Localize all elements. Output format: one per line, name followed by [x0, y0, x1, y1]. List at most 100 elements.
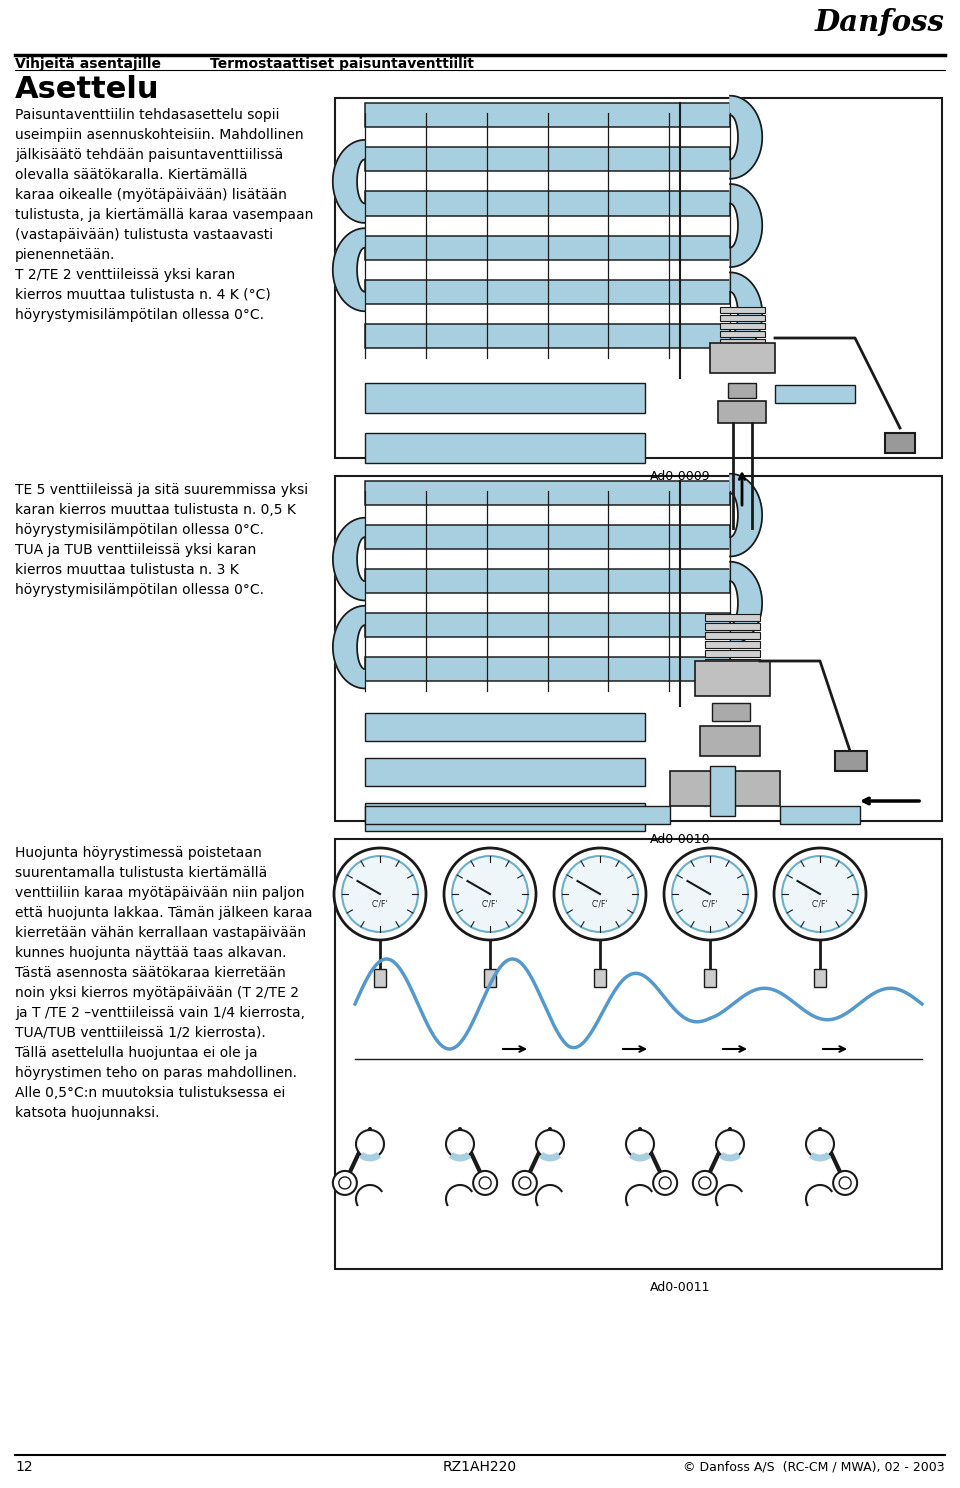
Text: Ad0-0009: Ad0-0009 — [650, 470, 710, 484]
Text: Vihjeitä asentajille: Vihjeitä asentajille — [15, 57, 161, 71]
Text: RZ1AH220: RZ1AH220 — [443, 1460, 517, 1475]
Circle shape — [716, 1129, 744, 1158]
Circle shape — [626, 1129, 654, 1158]
Bar — [718, 400, 766, 423]
Text: Tästä asennosta säätökaraa kierretään: Tästä asennosta säätökaraa kierretään — [15, 966, 286, 981]
Text: ja T /TE 2 –venttiileissä vain 1/4 kierrosta,: ja T /TE 2 –venttiileissä vain 1/4 kierr… — [15, 1006, 305, 1019]
Text: höyrystymisilämpötilan ollessa 0°C.: höyrystymisilämpötilan ollessa 0°C. — [15, 308, 264, 321]
Polygon shape — [333, 518, 365, 601]
Circle shape — [513, 1171, 537, 1195]
Text: noin yksi kierros myötäpäivään (T 2/TE 2: noin yksi kierros myötäpäivään (T 2/TE 2 — [15, 987, 299, 1000]
Bar — [695, 661, 770, 696]
Bar — [365, 713, 645, 741]
Text: karan kierros muuttaa tulistusta n. 0,5 K: karan kierros muuttaa tulistusta n. 0,5 … — [15, 503, 296, 516]
Bar — [335, 839, 942, 1269]
Bar — [594, 969, 606, 987]
Text: Asettelu: Asettelu — [15, 74, 159, 104]
Circle shape — [782, 856, 858, 931]
Circle shape — [342, 856, 418, 931]
Bar — [728, 382, 756, 397]
Bar — [704, 969, 716, 987]
Text: C'/F': C'/F' — [702, 900, 718, 909]
Polygon shape — [333, 140, 365, 223]
Text: C'/F': C'/F' — [372, 900, 388, 909]
Text: © Danfoss A/S  (RC-CM / MWA), 02 - 2003: © Danfoss A/S (RC-CM / MWA), 02 - 2003 — [684, 1460, 945, 1473]
Circle shape — [699, 1177, 710, 1189]
Bar — [365, 481, 730, 506]
Bar — [720, 323, 765, 329]
Bar — [365, 757, 645, 786]
Bar — [365, 103, 730, 128]
Text: tulistusta, ja kiertämällä karaa vasempaan: tulistusta, ja kiertämällä karaa vasempa… — [15, 208, 313, 222]
Bar — [484, 969, 496, 987]
Bar — [720, 339, 765, 345]
Bar — [670, 771, 780, 806]
Polygon shape — [730, 473, 762, 557]
Text: C'/F': C'/F' — [591, 900, 609, 909]
Bar — [374, 969, 386, 987]
Polygon shape — [730, 272, 762, 356]
Circle shape — [693, 1171, 717, 1195]
Text: 12: 12 — [15, 1460, 33, 1475]
Circle shape — [452, 856, 528, 931]
Bar — [365, 324, 730, 348]
Circle shape — [334, 848, 426, 940]
Text: kierretään vähän kerrallaan vastapäivään: kierretään vähän kerrallaan vastapäivään — [15, 926, 306, 940]
Text: kierros muuttaa tulistusta n. 3 K: kierros muuttaa tulistusta n. 3 K — [15, 562, 239, 577]
Circle shape — [672, 856, 748, 931]
Circle shape — [774, 848, 866, 940]
Bar — [710, 766, 735, 815]
Bar — [705, 623, 760, 629]
Bar — [365, 568, 730, 594]
Bar — [720, 307, 765, 312]
Bar — [365, 804, 645, 830]
Bar — [365, 806, 670, 824]
Text: Danfoss: Danfoss — [815, 7, 945, 37]
Circle shape — [839, 1177, 852, 1189]
Text: karaa oikealle (myötäpäivään) lisätään: karaa oikealle (myötäpäivään) lisätään — [15, 187, 287, 202]
Text: Tällä asettelulla huojuntaa ei ole ja: Tällä asettelulla huojuntaa ei ole ja — [15, 1046, 257, 1059]
Text: että huojunta lakkaa. Tämän jälkeen karaa: että huojunta lakkaa. Tämän jälkeen kara… — [15, 906, 313, 920]
Text: Ad0-0010: Ad0-0010 — [650, 833, 710, 847]
Bar — [710, 344, 775, 373]
Text: Huojunta höyrystimessä poistetaan: Huojunta höyrystimessä poistetaan — [15, 847, 262, 860]
Circle shape — [479, 1177, 492, 1189]
Polygon shape — [730, 562, 762, 644]
Bar — [814, 969, 826, 987]
Circle shape — [333, 1171, 357, 1195]
Polygon shape — [333, 606, 365, 689]
Bar — [365, 613, 730, 637]
Bar — [365, 525, 730, 549]
Circle shape — [653, 1171, 677, 1195]
Bar — [712, 702, 750, 722]
Text: kunnes huojunta näyttää taas alkavan.: kunnes huojunta näyttää taas alkavan. — [15, 946, 286, 960]
Polygon shape — [333, 228, 365, 311]
Circle shape — [444, 848, 536, 940]
Text: C'/F': C'/F' — [482, 900, 498, 909]
Text: höyrystymisilämpötilan ollessa 0°C.: höyrystymisilämpötilan ollessa 0°C. — [15, 522, 264, 537]
Bar — [720, 347, 765, 353]
Bar — [365, 235, 730, 260]
Bar — [365, 280, 730, 304]
Text: Ad0-0011: Ad0-0011 — [650, 1281, 710, 1295]
Bar — [835, 751, 867, 771]
Text: venttiiliin karaa myötäpäivään niin paljon: venttiiliin karaa myötäpäivään niin palj… — [15, 885, 304, 900]
Text: (vastapäivään) tulistusta vastaavasti: (vastapäivään) tulistusta vastaavasti — [15, 228, 274, 243]
Circle shape — [356, 1129, 384, 1158]
Text: Alle 0,5°C:n muutoksia tulistuksessa ei: Alle 0,5°C:n muutoksia tulistuksessa ei — [15, 1086, 285, 1100]
Bar — [705, 659, 760, 667]
Bar — [365, 658, 730, 682]
Polygon shape — [730, 185, 762, 266]
Text: höyrystymisilämpötilan ollessa 0°C.: höyrystymisilämpötilan ollessa 0°C. — [15, 583, 264, 597]
Text: Termostaattiset paisuntaventtiilit: Termostaattiset paisuntaventtiilit — [210, 57, 474, 71]
Text: pienennetään.: pienennetään. — [15, 248, 115, 262]
Text: TE 5 venttiileissä ja sitä suuremmissa yksi: TE 5 venttiileissä ja sitä suuremmissa y… — [15, 484, 308, 497]
Text: C'/F': C'/F' — [812, 900, 828, 909]
Circle shape — [339, 1177, 350, 1189]
Bar — [365, 433, 645, 463]
Bar — [335, 98, 942, 458]
Text: suurentamalla tulistusta kiertämällä: suurentamalla tulistusta kiertämällä — [15, 866, 267, 879]
Bar — [720, 330, 765, 336]
Text: jälkisäätö tehdään paisuntaventtiilissä: jälkisäätö tehdään paisuntaventtiilissä — [15, 147, 283, 162]
Circle shape — [562, 856, 638, 931]
